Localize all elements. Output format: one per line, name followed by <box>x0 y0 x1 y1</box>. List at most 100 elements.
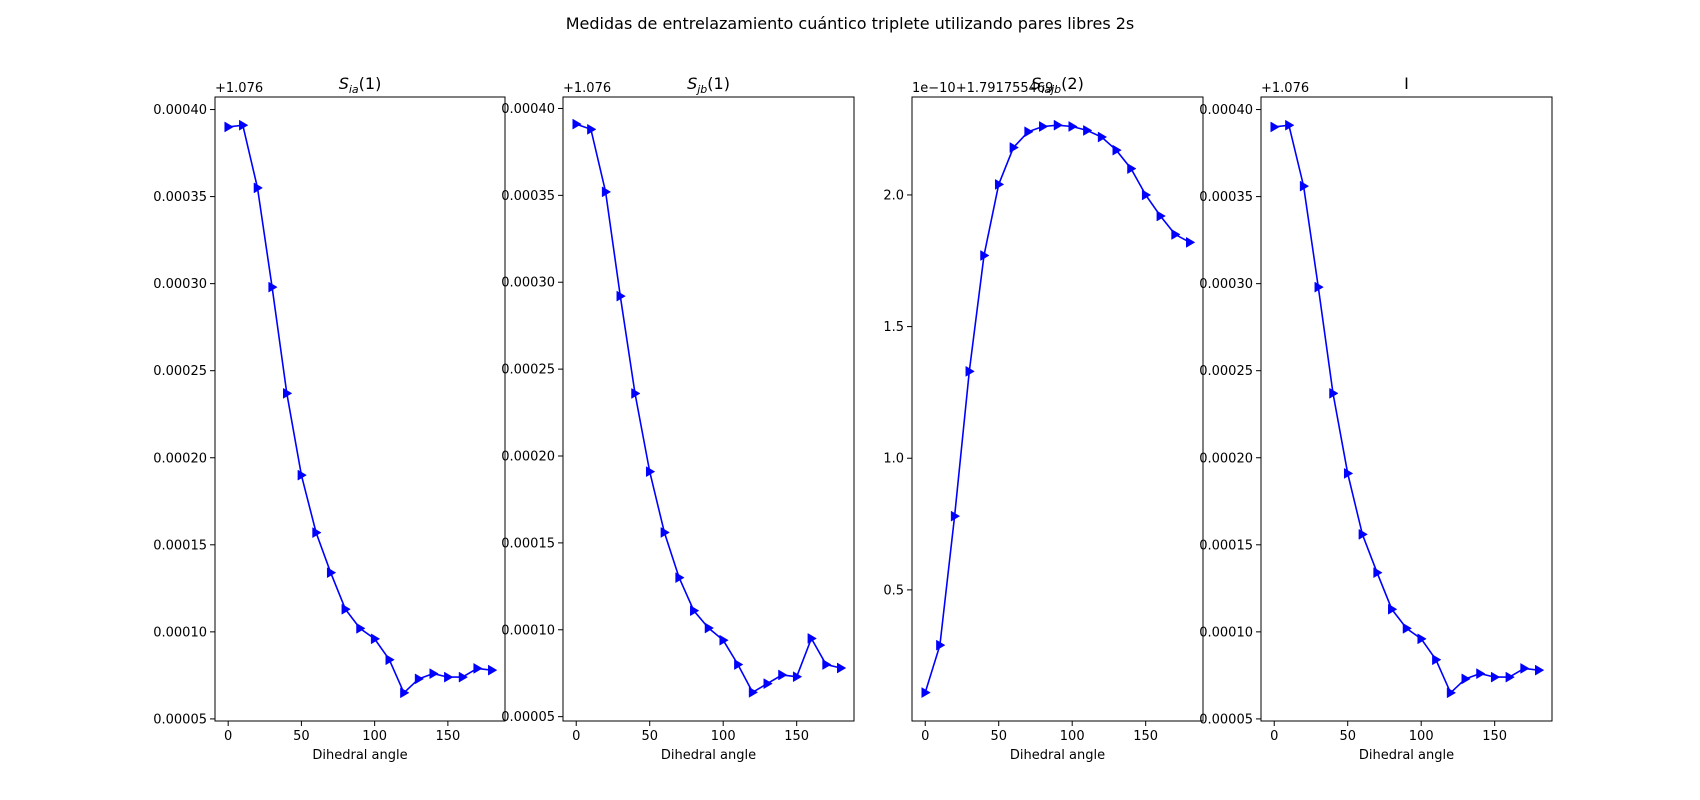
x-axis-label: Dihedral angle <box>1359 748 1454 763</box>
y-tick-label: 0.00015 <box>1199 538 1253 553</box>
data-point-marker <box>1068 121 1078 132</box>
subplot-title: I <box>1404 74 1409 93</box>
plot-frame <box>1260 96 1553 722</box>
series-line <box>924 124 1191 693</box>
data-point-marker <box>268 281 278 293</box>
y-tick-label: 0.00010 <box>153 625 207 640</box>
plot-frame <box>214 96 506 722</box>
x-tick-label: 50 <box>1339 729 1356 744</box>
data-point-marker <box>1270 121 1280 133</box>
data-point-marker <box>1314 281 1324 293</box>
x-tick-label: 50 <box>990 729 1007 744</box>
data-point-marker <box>1053 119 1063 131</box>
x-tick-label: 150 <box>1482 729 1507 744</box>
figure-title: Medidas de entrelazamiento cuántico trip… <box>565 14 1135 33</box>
data-point-marker <box>763 678 773 690</box>
data-point-marker <box>1432 654 1442 666</box>
data-point-marker <box>1024 126 1034 138</box>
data-point-marker <box>601 186 612 198</box>
data-point-marker <box>1402 622 1412 634</box>
data-point-marker <box>297 469 307 481</box>
subplot-4: 0 50 100 150 0.00005 0.00010 0.00015 0.00020 0.0… <box>1199 74 1553 763</box>
data-point-marker <box>1476 668 1486 680</box>
series-line <box>228 124 492 695</box>
y-tick-label: 0.00020 <box>501 450 555 465</box>
subplot-1: 0 50 100 150 0.00005 0.00010 0.00015 0.00020 0.0… <box>153 74 506 763</box>
data-point-marker <box>1520 662 1530 674</box>
x-tick-label: 50 <box>641 729 658 744</box>
data-point-marker <box>572 118 582 130</box>
data-point-marker <box>587 123 597 135</box>
data-point-marker <box>704 622 714 634</box>
data-point-marker <box>253 182 263 194</box>
data-point-marker <box>1535 664 1545 676</box>
data-point-marker <box>1186 236 1196 248</box>
data-point-marker <box>370 633 381 645</box>
data-point-marker <box>719 634 729 646</box>
data-point-marker <box>822 659 832 670</box>
x-tick-label: 0 <box>921 729 929 744</box>
axis-offset-label: +1.076 <box>563 81 611 96</box>
data-point-marker <box>444 671 454 683</box>
y-tick-label: 0.00005 <box>153 712 207 727</box>
x-tick-label: 150 <box>435 729 460 744</box>
data-point-marker <box>807 633 817 644</box>
x-tick-label: 0 <box>1270 729 1278 744</box>
data-point-marker <box>1490 671 1501 683</box>
data-point-marker <box>734 659 744 670</box>
data-point-marker <box>1141 189 1152 201</box>
subplot-3: 0 50 100 150 0.5 1.0 1.5 2.0 1e−10+1.791755469Si… <box>883 74 1204 763</box>
data-point-marker <box>1083 125 1093 136</box>
data-point-marker <box>965 365 975 377</box>
data-point-marker <box>994 178 1005 190</box>
y-tick-label: 0.00015 <box>501 536 555 551</box>
data-point-marker <box>1127 163 1137 175</box>
data-point-marker <box>1388 603 1398 615</box>
data-point-marker <box>675 572 685 584</box>
data-point-marker <box>616 290 626 302</box>
data-point-marker <box>1285 119 1295 131</box>
y-tick-label: 2.0 <box>883 188 904 203</box>
data-point-marker <box>1343 467 1354 479</box>
data-point-marker <box>1373 567 1383 579</box>
plot-frame <box>911 96 1204 722</box>
axis-offset-label: +1.076 <box>1261 81 1309 96</box>
data-point-marker <box>921 687 931 699</box>
plot-frame <box>562 96 855 722</box>
data-point-marker <box>1329 387 1339 399</box>
x-axis-label: Dihedral angle <box>661 748 756 763</box>
y-tick-label: 0.00010 <box>1199 625 1253 640</box>
y-tick-label: 1.5 <box>883 320 904 335</box>
data-point-marker <box>631 388 641 399</box>
y-tick-label: 1.0 <box>883 452 904 467</box>
x-tick-label: 150 <box>1133 729 1158 744</box>
axis-offset-label: 1e−10+1.791755469 <box>912 81 1053 96</box>
data-point-marker <box>400 687 410 699</box>
y-tick-label: 0.00030 <box>1199 277 1253 292</box>
data-point-marker <box>1171 229 1181 240</box>
data-point-marker <box>1417 633 1427 645</box>
y-tick-label: 0.00040 <box>1199 103 1253 118</box>
data-point-marker <box>1461 673 1471 685</box>
y-tick-label: 0.00005 <box>501 710 555 725</box>
data-point-marker <box>645 466 656 478</box>
y-tick-label: 0.00010 <box>501 623 555 638</box>
data-point-marker <box>488 664 498 676</box>
subplot-title: Sia(1) <box>339 74 382 96</box>
data-point-marker <box>792 671 803 683</box>
x-tick-label: 100 <box>1409 729 1434 744</box>
y-tick-label: 0.5 <box>883 583 904 598</box>
subplot-title: Sjb(1) <box>687 74 730 96</box>
x-tick-label: 100 <box>711 729 736 744</box>
y-tick-label: 0.00030 <box>153 277 207 292</box>
y-tick-label: 0.00020 <box>153 451 207 466</box>
data-point-marker <box>1299 180 1310 192</box>
subplot-2: 0 50 100 150 0.00005 0.00010 0.00015 0.00020 0.0… <box>501 74 855 763</box>
data-point-marker <box>312 527 322 539</box>
data-point-marker <box>341 603 351 615</box>
data-point-marker <box>458 671 469 683</box>
y-tick-label: 0.00025 <box>153 364 207 379</box>
data-point-marker <box>936 639 946 651</box>
x-tick-label: 100 <box>1060 729 1085 744</box>
y-tick-label: 0.00030 <box>501 276 555 291</box>
